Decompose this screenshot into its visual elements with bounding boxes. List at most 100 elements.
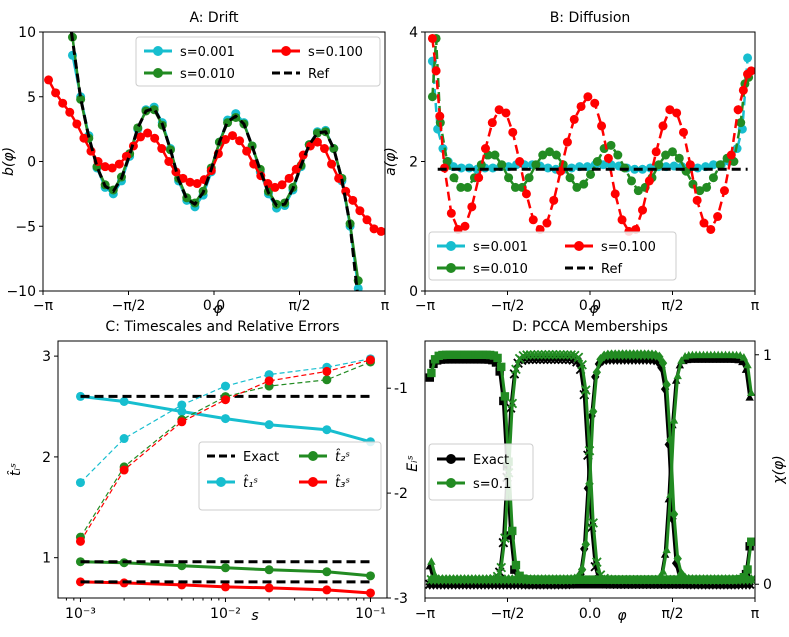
y-tick-label: 2 xyxy=(42,450,51,466)
estimate-point xyxy=(522,350,532,360)
data-point xyxy=(150,133,160,143)
estimate-point xyxy=(533,349,543,360)
legend-marker xyxy=(153,46,163,56)
data-point xyxy=(685,160,695,170)
data-point xyxy=(617,215,627,225)
y-tick-label: −10 xyxy=(6,284,36,300)
estimate-point xyxy=(666,434,675,446)
data-point xyxy=(264,583,274,593)
y-tick-label: −5 xyxy=(15,219,36,235)
data-point xyxy=(58,98,68,108)
data-point xyxy=(597,121,607,131)
legend-box xyxy=(198,441,382,511)
data-point xyxy=(291,164,301,174)
data-point xyxy=(626,176,636,186)
data-point xyxy=(178,173,188,183)
data-point xyxy=(51,88,61,98)
x-tick-label: 10⁻³ xyxy=(65,606,96,622)
data-point xyxy=(688,179,698,189)
data-point xyxy=(376,226,385,236)
data-point xyxy=(651,147,661,157)
estimate-point xyxy=(508,526,517,536)
data-point xyxy=(76,94,86,104)
x-tick-label: 0.0 xyxy=(579,298,601,314)
y-right-axis-label: χ(φ) xyxy=(771,455,787,484)
estimate-point xyxy=(743,360,752,369)
estimate-point xyxy=(747,537,755,546)
estimate-point xyxy=(500,392,510,401)
legend-label: Ref xyxy=(601,262,622,277)
data-point xyxy=(107,163,117,173)
data-point xyxy=(480,144,490,154)
data-point xyxy=(586,169,596,179)
data-point xyxy=(177,417,187,427)
data-point xyxy=(661,150,671,160)
data-point xyxy=(164,157,174,166)
data-point xyxy=(524,173,534,183)
legend-label: Exact xyxy=(473,453,509,468)
legend-label: t̂₃ˢ xyxy=(335,476,350,491)
estimate-point xyxy=(581,538,590,550)
data-point xyxy=(508,127,518,137)
data-point xyxy=(746,66,755,76)
x-tick-label: −π xyxy=(33,298,54,314)
data-point xyxy=(562,137,572,147)
estimate-point xyxy=(669,508,679,520)
data-point xyxy=(362,215,372,225)
data-point xyxy=(702,182,712,192)
data-point xyxy=(327,159,337,169)
data-point xyxy=(355,206,365,216)
estimate-point xyxy=(677,568,686,580)
data-point xyxy=(708,160,718,170)
x-tick-label: π/2 xyxy=(661,298,683,314)
data-point xyxy=(545,147,555,157)
data-point xyxy=(284,173,294,183)
x-tick-label: 10⁻¹ xyxy=(355,606,386,622)
x-tick-label: 10⁻² xyxy=(210,606,241,622)
data-point xyxy=(715,160,725,170)
data-point xyxy=(501,108,511,118)
legend-marker xyxy=(446,263,456,273)
y-tick-label: 3 xyxy=(42,349,51,365)
exact-point xyxy=(506,531,515,540)
legend-label: s=0.001 xyxy=(473,240,528,255)
data-point xyxy=(365,588,375,598)
legend-marker xyxy=(153,68,163,78)
data-point xyxy=(733,105,743,115)
data-point xyxy=(119,396,129,406)
data-point xyxy=(369,224,379,234)
data-point xyxy=(708,173,718,183)
y-axis-label: a(φ) xyxy=(383,147,399,176)
y-tick-label: 4 xyxy=(409,25,418,41)
data-point xyxy=(353,283,363,291)
estimate-point xyxy=(500,533,510,543)
legend: s=0.001 s=0.100 s=0.010 Ref xyxy=(135,36,381,87)
x-axis-label: s xyxy=(251,608,258,624)
data-point xyxy=(136,132,146,142)
y-tick-label: 5 xyxy=(27,90,36,106)
data-point xyxy=(312,137,322,147)
legend: Exact s=0.1 xyxy=(428,443,534,501)
data-point xyxy=(220,395,230,405)
estimate-point xyxy=(427,368,436,378)
y-tick-label: 0 xyxy=(27,155,36,171)
y-tick-label: 2 xyxy=(409,155,418,171)
estimate-point xyxy=(558,349,569,360)
data-point xyxy=(738,85,748,95)
data-point xyxy=(177,561,187,571)
exact-point xyxy=(745,393,754,401)
panel-B: −π −π/2 0.0 π/2 π 0 2 4 B: Diffusion φ a(φ) s=0.001… xyxy=(383,10,760,317)
data-point xyxy=(177,400,187,410)
x-tick-label: −π/2 xyxy=(491,606,525,622)
data-point xyxy=(75,577,85,587)
x-tick-label: π xyxy=(751,298,760,314)
exact-point xyxy=(510,565,519,574)
data-point xyxy=(220,414,230,424)
panel-C: 10⁻³ 10⁻² 10⁻¹ 1 2 3 -1 -2 -3 C: Timescales and R… xyxy=(7,319,421,624)
exact-point xyxy=(649,354,659,366)
panel-D: −π −π/2 0.0 π/2 π0 1 D: PCCA Memberships φ χ(φ) E… xyxy=(415,319,787,624)
estimate-point xyxy=(529,349,540,360)
estimate-point xyxy=(580,385,591,395)
exact-point xyxy=(499,396,508,406)
